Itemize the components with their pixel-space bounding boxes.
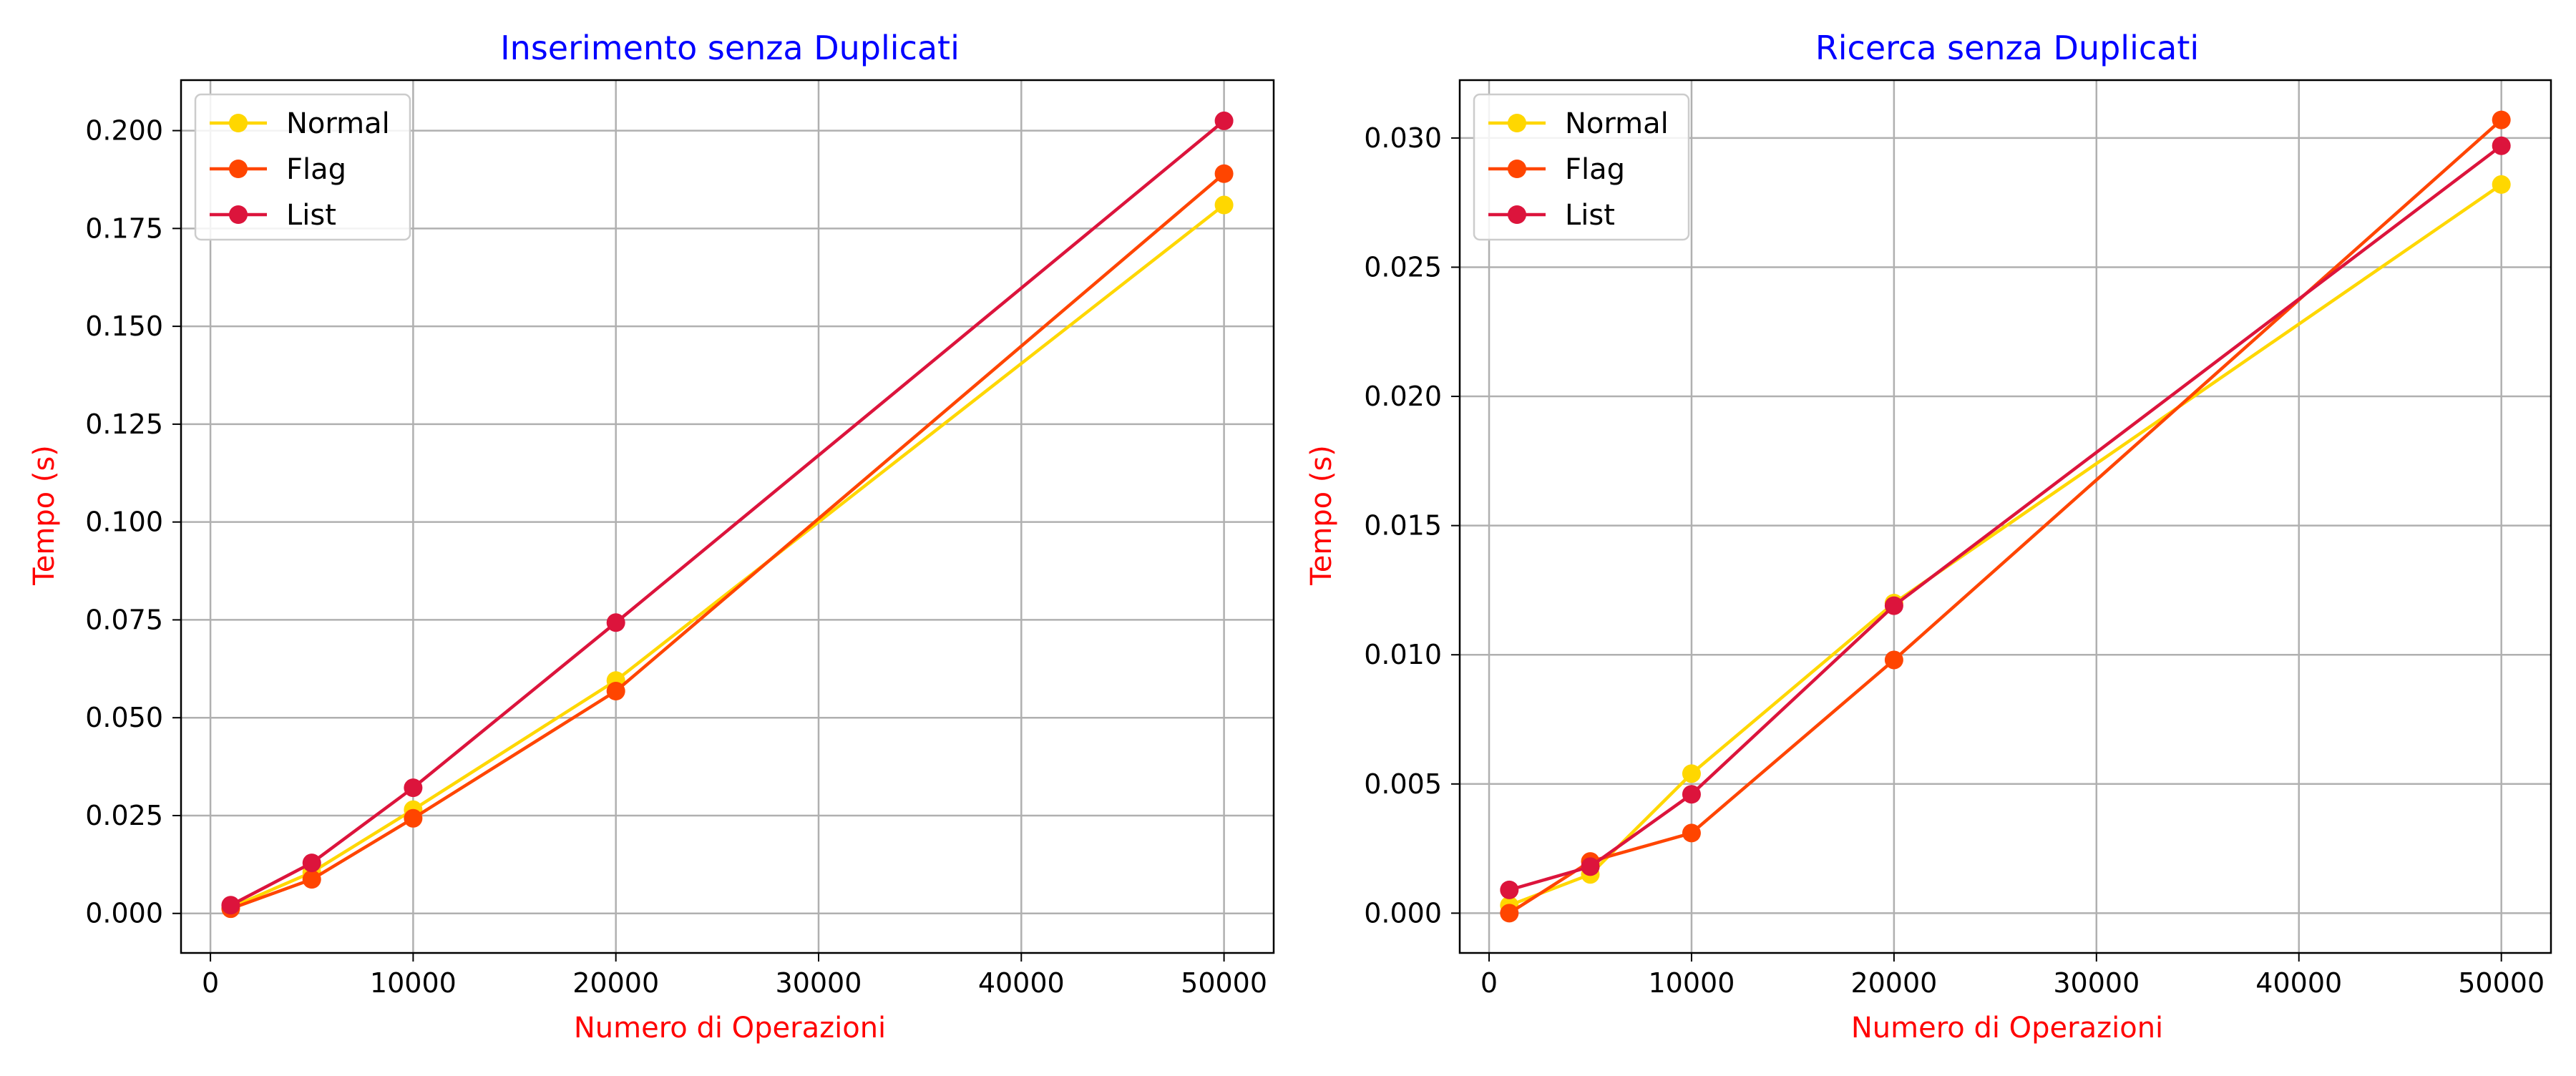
legend-label-normal: Normal bbox=[1565, 107, 1669, 140]
data-point-list bbox=[2492, 136, 2511, 155]
data-point-list bbox=[1884, 596, 1903, 615]
y-tick-label: 0.175 bbox=[85, 212, 163, 244]
y-tick-label: 0.150 bbox=[85, 310, 163, 342]
x-tick-label: 40000 bbox=[978, 967, 1065, 999]
legend-marker-list bbox=[1508, 205, 1526, 224]
y-axis-label: Tempo (s) bbox=[1305, 445, 1338, 586]
chart-title: Ricerca senza Duplicati bbox=[1815, 29, 2199, 67]
data-point-list bbox=[1581, 857, 1600, 876]
series-line-flag bbox=[230, 172, 1226, 911]
data-point-list bbox=[221, 896, 240, 915]
legend-marker-normal bbox=[229, 114, 248, 132]
y-tick-label: 0.000 bbox=[1364, 897, 1442, 929]
legend-label-list: List bbox=[1565, 199, 1615, 232]
y-tick-label: 0.200 bbox=[85, 115, 163, 147]
y-tick-label: 0.015 bbox=[1364, 510, 1442, 542]
x-tick-label: 30000 bbox=[2053, 967, 2140, 999]
y-tick-label: 0.030 bbox=[1364, 122, 1442, 154]
x-tick-label: 10000 bbox=[370, 967, 457, 999]
legend-box bbox=[194, 93, 411, 241]
x-tick-label: 50000 bbox=[1181, 967, 1267, 999]
y-tick-label: 0.005 bbox=[1364, 768, 1442, 800]
series-line-normal bbox=[230, 203, 1225, 909]
y-tick-label: 0.125 bbox=[85, 409, 163, 440]
series-line-list bbox=[1508, 144, 2503, 892]
legend-label-flag: Flag bbox=[1565, 153, 1625, 186]
x-tick-label: 0 bbox=[202, 967, 219, 999]
data-point-normal bbox=[2492, 175, 2511, 194]
data-point-flag bbox=[404, 808, 423, 828]
data-point-list bbox=[302, 854, 321, 873]
chart-search: Ricerca senza Duplicati Numero di Operaz… bbox=[1305, 29, 2552, 1045]
legend-label-normal: Normal bbox=[286, 107, 390, 140]
plot-frame bbox=[1458, 79, 2552, 954]
legend-label-flag: Flag bbox=[286, 153, 346, 186]
legend-marker-normal bbox=[1508, 114, 1526, 132]
x-tick-label: 10000 bbox=[1649, 967, 1735, 999]
data-point-flag bbox=[1214, 164, 1234, 183]
chart-title: Inserimento senza Duplicati bbox=[500, 29, 960, 67]
x-tick-label: 20000 bbox=[572, 967, 659, 999]
plot-area: 0 10000 20000 30000 40000 50000 0.000 0.025 0.05… bbox=[85, 79, 1275, 999]
data-point-list bbox=[404, 778, 423, 798]
data-point-flag bbox=[1500, 904, 1519, 923]
data-point-list bbox=[606, 613, 625, 632]
legend-marker-flag bbox=[229, 160, 248, 178]
data-point-list bbox=[1682, 785, 1701, 804]
legend: Normal Flag List bbox=[194, 93, 411, 241]
x-tick-label: 0 bbox=[1480, 967, 1498, 999]
chart-insert: Inserimento senza Duplicati Numero di Op… bbox=[28, 29, 1275, 1045]
legend: Normal Flag List bbox=[1473, 93, 1690, 241]
data-point-list bbox=[1500, 880, 1519, 899]
data-point-list bbox=[1214, 111, 1234, 130]
x-axis-label: Numero di Operazioni bbox=[574, 1012, 886, 1045]
y-tick-label: 0.025 bbox=[85, 800, 163, 831]
legend-label-list: List bbox=[286, 199, 336, 232]
x-tick-label: 50000 bbox=[2458, 967, 2545, 999]
series-line-normal bbox=[1508, 183, 2502, 907]
x-tick-label: 20000 bbox=[1850, 967, 1937, 999]
y-tick-label: 0.010 bbox=[1364, 639, 1442, 670]
data-point-normal bbox=[1214, 195, 1234, 215]
data-point-flag bbox=[606, 682, 625, 700]
y-tick-label: 0.020 bbox=[1364, 381, 1442, 412]
y-tick-label: 0.050 bbox=[85, 702, 163, 733]
x-axis-label: Numero di Operazioni bbox=[1851, 1012, 2163, 1045]
y-tick-label: 0.025 bbox=[1364, 251, 1442, 283]
legend-marker-flag bbox=[1508, 160, 1526, 178]
plot-area: 0 10000 20000 30000 40000 50000 0.000 0.005 0.01… bbox=[1364, 79, 2552, 999]
x-tick-label: 30000 bbox=[776, 967, 862, 999]
data-point-flag bbox=[2492, 110, 2511, 129]
data-point-flag bbox=[302, 870, 321, 889]
y-axis-label: Tempo (s) bbox=[28, 445, 61, 586]
x-tick-label: 40000 bbox=[2255, 967, 2342, 999]
y-tick-label: 0.100 bbox=[85, 507, 163, 538]
y-tick-label: 0.000 bbox=[85, 898, 163, 929]
plot-frame bbox=[180, 79, 1275, 954]
y-tick-label: 0.075 bbox=[85, 604, 163, 635]
legend-marker-list bbox=[229, 205, 248, 224]
data-point-flag bbox=[1682, 823, 1701, 843]
data-point-normal bbox=[1682, 764, 1701, 783]
data-point-flag bbox=[1884, 650, 1903, 670]
legend-box bbox=[1473, 93, 1690, 241]
